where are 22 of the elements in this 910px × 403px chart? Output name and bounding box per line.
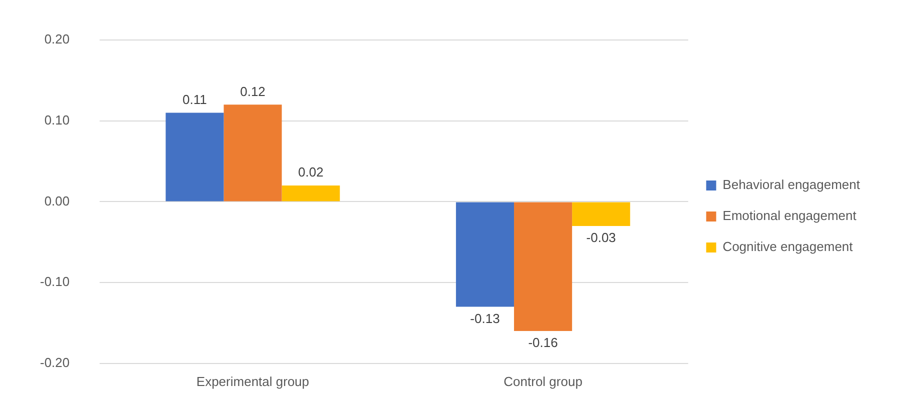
data-label: -0.03 xyxy=(586,230,616,246)
data-label: 0.02 xyxy=(298,164,324,180)
x-tick-label: Experimental group xyxy=(196,374,310,389)
legend-label: Emotional engagement xyxy=(722,208,857,224)
y-tick-label: -0.20 xyxy=(40,354,70,370)
y-tick-label: 0.20 xyxy=(44,32,70,47)
bar xyxy=(166,112,224,202)
bar xyxy=(514,202,572,332)
y-tick-label: 0.10 xyxy=(44,112,70,128)
y-tick-label: 0.00 xyxy=(44,193,70,208)
bar xyxy=(282,186,340,202)
legend-label: Cognitive engagement xyxy=(722,239,854,254)
data-label: 0.12 xyxy=(240,84,266,99)
data-label: 0.11 xyxy=(182,92,207,107)
legend-label: Behavioral engagement xyxy=(722,177,860,192)
bar xyxy=(456,202,514,307)
bar xyxy=(572,202,630,226)
bar xyxy=(224,104,282,202)
x-tick-label: Control group xyxy=(504,374,582,389)
data-label: -0.13 xyxy=(470,310,500,326)
y-tick-label: -0.10 xyxy=(40,274,70,290)
data-label: -0.16 xyxy=(528,335,558,350)
